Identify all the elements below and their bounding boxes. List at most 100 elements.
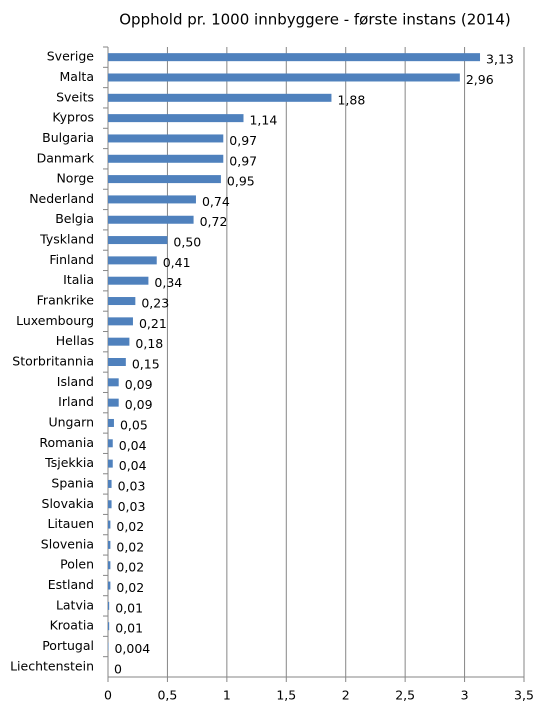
value-label: 0,02 <box>116 560 144 575</box>
y-tick-label: Estland <box>48 577 94 592</box>
value-label: 0,02 <box>116 539 144 554</box>
y-tick-label: Slovakia <box>42 496 94 511</box>
bar <box>108 439 113 448</box>
bar <box>108 540 111 549</box>
y-tick-label: Sveits <box>56 89 94 104</box>
bar <box>108 215 194 224</box>
bar <box>108 317 133 326</box>
bar <box>108 337 130 346</box>
value-label: 0,97 <box>229 153 257 168</box>
x-tick-label: 3,5 <box>514 688 534 703</box>
bar <box>108 175 221 184</box>
y-tick-label: Latvia <box>56 597 94 612</box>
bar <box>108 378 119 387</box>
value-label: 0,41 <box>163 255 191 270</box>
bar <box>108 195 196 204</box>
value-label: 0,04 <box>119 458 147 473</box>
y-tick-label: Norge <box>56 171 94 186</box>
bar <box>108 276 149 285</box>
value-label: 0,15 <box>132 357 160 372</box>
y-tick-label: Luxembourg <box>16 313 94 328</box>
value-label: 0,09 <box>125 397 153 412</box>
y-tick-label: Nederland <box>29 191 94 206</box>
value-label: 0,21 <box>139 316 167 331</box>
y-tick-label: Danmark <box>37 150 95 165</box>
bar <box>108 479 112 488</box>
value-label: 0,01 <box>115 621 143 636</box>
y-tick-label: Belgia <box>55 211 94 226</box>
y-tick-label: Liechtenstein <box>10 658 94 673</box>
y-tick-label: Sverige <box>47 49 95 64</box>
value-label: 0,74 <box>202 194 230 209</box>
bar <box>108 154 224 163</box>
value-label: 1,88 <box>337 92 365 107</box>
bar <box>108 236 168 245</box>
value-label: 0,02 <box>116 519 144 534</box>
x-tick-label: 2,5 <box>395 688 415 703</box>
value-label: 0,05 <box>120 417 148 432</box>
value-label: 0,18 <box>135 336 163 351</box>
bar <box>108 114 244 123</box>
value-label: 0,50 <box>173 235 201 250</box>
value-label: 0,23 <box>141 296 169 311</box>
bar <box>108 459 113 468</box>
value-label: 2,96 <box>466 72 494 87</box>
bar <box>108 622 110 631</box>
y-tick-label: Ungarn <box>48 414 94 429</box>
y-tick-label: Hellas <box>56 333 94 348</box>
y-tick-label: Malta <box>60 69 94 84</box>
y-tick-label: Island <box>57 374 94 389</box>
bar <box>108 297 136 306</box>
value-label: 0,03 <box>118 499 146 514</box>
bar <box>108 500 112 509</box>
y-tick-label: Frankrike <box>37 293 95 308</box>
y-tick-label: Finland <box>49 252 94 267</box>
value-label: 3,13 <box>486 52 514 67</box>
x-tick-label: 1 <box>223 688 231 703</box>
bar <box>108 561 111 570</box>
y-tick-label: Italia <box>63 272 94 287</box>
y-tick-label: Spania <box>51 475 94 490</box>
bar <box>108 520 111 529</box>
bar <box>108 581 111 590</box>
y-tick-label: Tyskland <box>39 232 94 247</box>
y-tick-label: Kypros <box>52 110 94 125</box>
y-tick-label: Tsjekkia <box>44 455 94 470</box>
value-label: 0 <box>114 661 122 676</box>
y-tick-label: Irland <box>58 394 94 409</box>
bar <box>108 398 119 407</box>
bar <box>108 601 110 610</box>
x-tick-label: 0 <box>104 688 112 703</box>
y-tick-label: Bulgaria <box>42 130 94 145</box>
bar <box>108 256 157 265</box>
value-label: 0,03 <box>118 478 146 493</box>
value-label: 0,01 <box>115 600 143 615</box>
y-tick-label: Polen <box>60 557 94 572</box>
x-tick-label: 3 <box>461 688 469 703</box>
value-label: 0,95 <box>227 174 255 189</box>
x-tick-label: 2 <box>342 688 350 703</box>
value-label: 0,02 <box>116 580 144 595</box>
y-tick-label: Litauen <box>47 516 94 531</box>
bar <box>108 418 114 427</box>
value-label: 0,97 <box>229 133 257 148</box>
value-label: 0,34 <box>154 275 182 290</box>
bar <box>108 53 481 62</box>
bar <box>108 73 460 82</box>
value-label: 1,14 <box>249 113 277 128</box>
x-tick-label: 0,5 <box>157 688 177 703</box>
chart-title: Opphold pr. 1000 innbyggere - første ins… <box>119 11 511 29</box>
bar <box>108 93 332 102</box>
bar <box>108 134 224 143</box>
value-label: 0,72 <box>200 214 228 229</box>
x-tick-label: 1,5 <box>276 688 296 703</box>
bar <box>108 358 126 366</box>
y-tick-label: Portugal <box>42 638 94 653</box>
value-label: 0,04 <box>119 438 147 453</box>
y-tick-label: Kroatia <box>50 618 94 633</box>
value-label: 0,004 <box>114 641 150 656</box>
value-label: 0,09 <box>125 377 153 392</box>
y-tick-label: Storbritannia <box>12 354 94 369</box>
y-tick-label: Slovenia <box>41 536 94 551</box>
